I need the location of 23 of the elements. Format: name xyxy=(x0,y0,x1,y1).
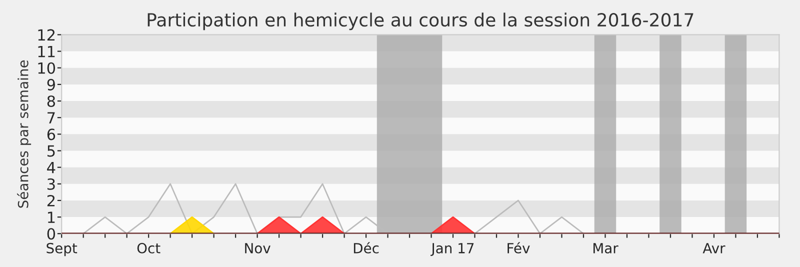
y-axis-title: Séances par semaine xyxy=(17,60,32,208)
y-tick-label: 10 xyxy=(38,62,56,74)
y-tick-label: 3 xyxy=(47,178,55,190)
y-tick-label: 6 xyxy=(47,128,56,140)
chart-title: Participation en hemicycle au cours de la session 2016-2017 xyxy=(148,12,694,30)
x-tick-label: Déc xyxy=(354,242,379,254)
x-tick-label: Nov xyxy=(245,243,270,254)
y-tick-label: 1 xyxy=(48,212,55,223)
x-tick-label: Sept xyxy=(46,242,78,256)
x-tick-label: Mar xyxy=(593,243,618,254)
x-tick-label: Fév xyxy=(508,242,530,254)
y-tick-label: 9 xyxy=(47,78,55,90)
x-tick-label: Jan 17 xyxy=(430,243,474,256)
x-tick-label: Avr xyxy=(702,243,726,254)
y-tick-label: 12 xyxy=(38,29,55,41)
y-tick-label: 4 xyxy=(47,162,56,174)
y-tick-label: 8 xyxy=(47,95,55,108)
y-tick-label: 11 xyxy=(38,46,55,58)
y-tick-label: 7 xyxy=(48,112,55,124)
x-tick-label: Oct xyxy=(137,242,160,254)
y-tick-label: 5 xyxy=(48,145,55,157)
y-tick-label: 2 xyxy=(47,194,55,206)
y-tick-label: 0 xyxy=(47,228,56,240)
